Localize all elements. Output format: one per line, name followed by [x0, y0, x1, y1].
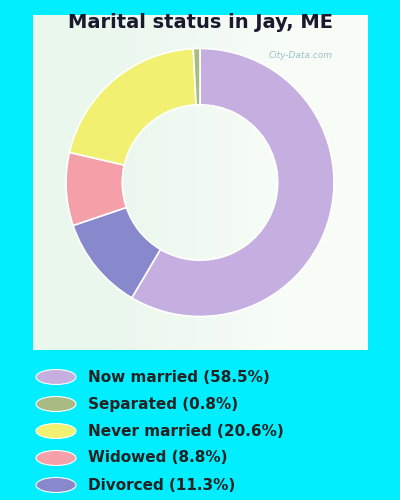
Text: Marital status in Jay, ME: Marital status in Jay, ME [68, 12, 332, 32]
Text: Now married (58.5%): Now married (58.5%) [88, 370, 270, 384]
Circle shape [36, 478, 76, 492]
Circle shape [36, 370, 76, 384]
Wedge shape [70, 48, 196, 165]
Wedge shape [193, 48, 200, 105]
Circle shape [36, 396, 76, 411]
Text: Divorced (11.3%): Divorced (11.3%) [88, 478, 235, 492]
Wedge shape [73, 208, 160, 298]
Circle shape [36, 450, 76, 466]
Wedge shape [66, 152, 126, 226]
Text: Separated (0.8%): Separated (0.8%) [88, 396, 238, 411]
Text: Never married (20.6%): Never married (20.6%) [88, 424, 284, 438]
Wedge shape [132, 48, 334, 316]
Text: Widowed (8.8%): Widowed (8.8%) [88, 450, 228, 466]
Circle shape [36, 424, 76, 438]
Text: City-Data.com: City-Data.com [268, 50, 332, 59]
